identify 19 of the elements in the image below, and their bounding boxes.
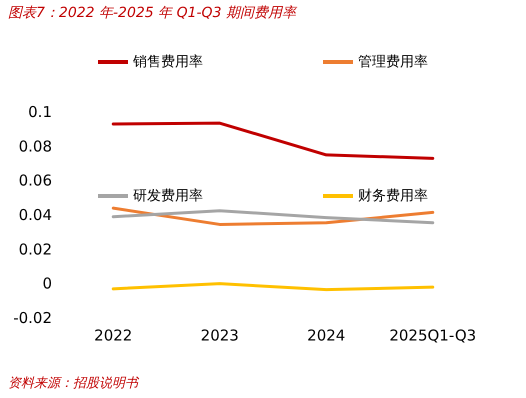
y-tick-label: 0 (42, 274, 52, 293)
x-tick-label: 2022 (94, 326, 132, 344)
text: 资料来源：招股说明书 (8, 376, 140, 391)
y-tick-label: -0.02 (13, 309, 52, 327)
y-tick-label: 0.06 (18, 172, 52, 190)
y-tick-label: 0.08 (18, 137, 52, 156)
line-series (112, 122, 434, 160)
x-tick-label: 2023 (200, 326, 239, 344)
legend-label: 销售费用率 (132, 54, 203, 70)
legend-label: 财务费用率 (358, 188, 428, 204)
x-tick-label: 2025Q1-Q3 (389, 326, 476, 344)
y-tick-label: 0.1 (28, 103, 52, 121)
y-tick-label: 0.02 (18, 240, 52, 258)
legend-label: 管理费用率 (358, 54, 428, 70)
chart-title: 图表7：2022 年-2025 年 Q1-Q3 期间费用率 (8, 5, 298, 21)
y-tick-label: 0.04 (18, 206, 52, 224)
x-tick-label: 2024 (307, 326, 346, 344)
line-series (112, 282, 434, 292)
legend-label: 研发费用率 (133, 188, 203, 204)
